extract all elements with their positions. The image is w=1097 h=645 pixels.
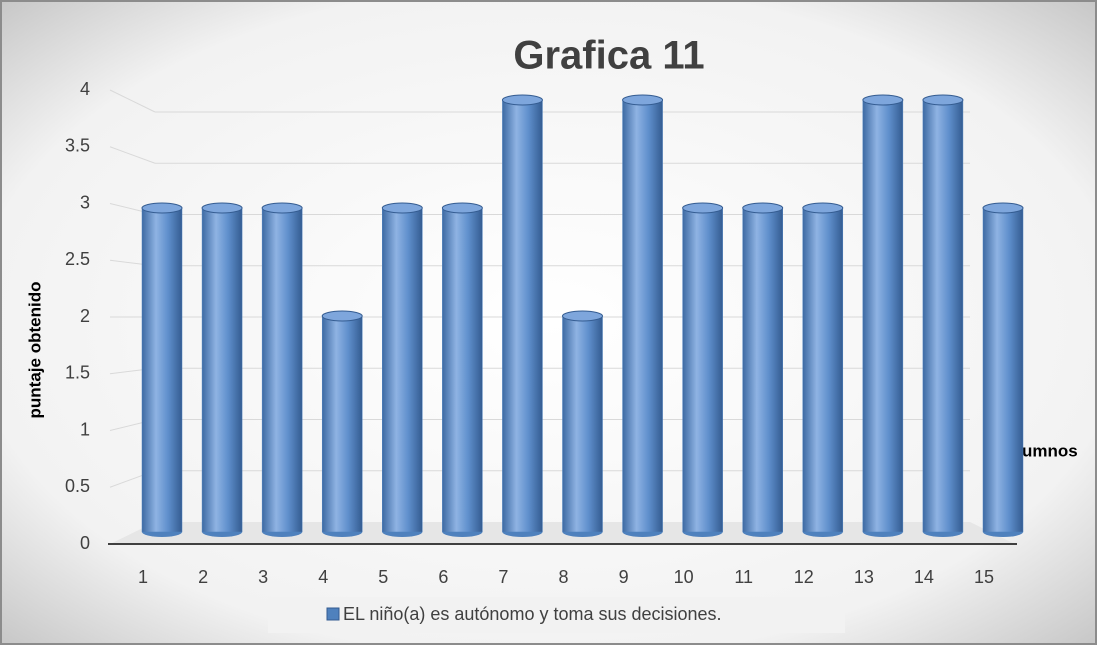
bar xyxy=(982,207,1024,533)
bar xyxy=(622,99,663,533)
x-tick-label: 2 xyxy=(198,567,208,587)
y-tick-label: 3 xyxy=(80,192,90,212)
y-tick-label: 2 xyxy=(80,306,90,326)
bar xyxy=(201,207,243,533)
grid-line-side xyxy=(109,89,156,113)
bar-top xyxy=(201,202,243,214)
x-tick-label: 1 xyxy=(138,567,148,587)
x-tick-label: 11 xyxy=(734,567,753,587)
bar-top xyxy=(802,202,844,214)
bar xyxy=(802,207,844,533)
chart-title: Grafica 11 xyxy=(513,34,704,78)
bar xyxy=(141,207,183,533)
bar-top xyxy=(381,202,423,214)
bar-top xyxy=(622,94,664,106)
bar-top xyxy=(441,202,483,214)
bar xyxy=(442,207,483,533)
legend-label: EL niño(a) es autónomo y toma sus decisi… xyxy=(343,604,722,624)
bar-top xyxy=(141,202,183,214)
bar xyxy=(742,207,783,533)
bar-top xyxy=(682,202,724,214)
bar xyxy=(502,99,543,533)
x-tick-label: 7 xyxy=(498,567,508,587)
bar-top xyxy=(562,310,603,322)
y-tick-label: 1.5 xyxy=(65,363,90,383)
y-tick-label: 0.5 xyxy=(65,476,90,496)
y-tick-label: 0 xyxy=(80,533,90,553)
bar-top xyxy=(742,202,784,214)
x-tick-label: 10 xyxy=(674,567,694,587)
bar xyxy=(261,207,303,533)
x-tick-label: 4 xyxy=(318,567,328,587)
y-tick-label: 2.5 xyxy=(65,249,90,269)
bar xyxy=(321,315,363,533)
x-tick-label: 5 xyxy=(378,567,388,587)
legend-swatch xyxy=(326,607,340,621)
x-tick-label: 6 xyxy=(438,567,448,587)
bar-top xyxy=(261,202,303,214)
bar-top xyxy=(862,94,904,106)
bar-top xyxy=(501,94,543,106)
x-tick-label: 9 xyxy=(619,567,629,587)
bar-top xyxy=(321,310,363,322)
x-tick-label: 3 xyxy=(258,567,268,587)
x-tick-label: 15 xyxy=(974,567,994,587)
bar xyxy=(862,99,904,533)
x-tick-label: 13 xyxy=(854,567,874,587)
y-tick-label: 4 xyxy=(80,79,90,99)
bar xyxy=(682,207,723,533)
y-tick-label: 3.5 xyxy=(65,136,90,156)
bar xyxy=(922,99,964,533)
grid-line-side xyxy=(109,146,156,164)
bar-top xyxy=(922,94,964,106)
bar xyxy=(562,315,603,533)
x-tick-label: 12 xyxy=(794,567,814,587)
legend xyxy=(268,597,845,633)
x-tick-label: 8 xyxy=(558,567,568,587)
bar xyxy=(382,207,423,533)
x-tick-label: 14 xyxy=(914,567,934,587)
bar-top xyxy=(982,202,1024,214)
y-axis-title: puntaje obtenido xyxy=(25,282,44,419)
y-tick-label: 1 xyxy=(80,419,90,439)
